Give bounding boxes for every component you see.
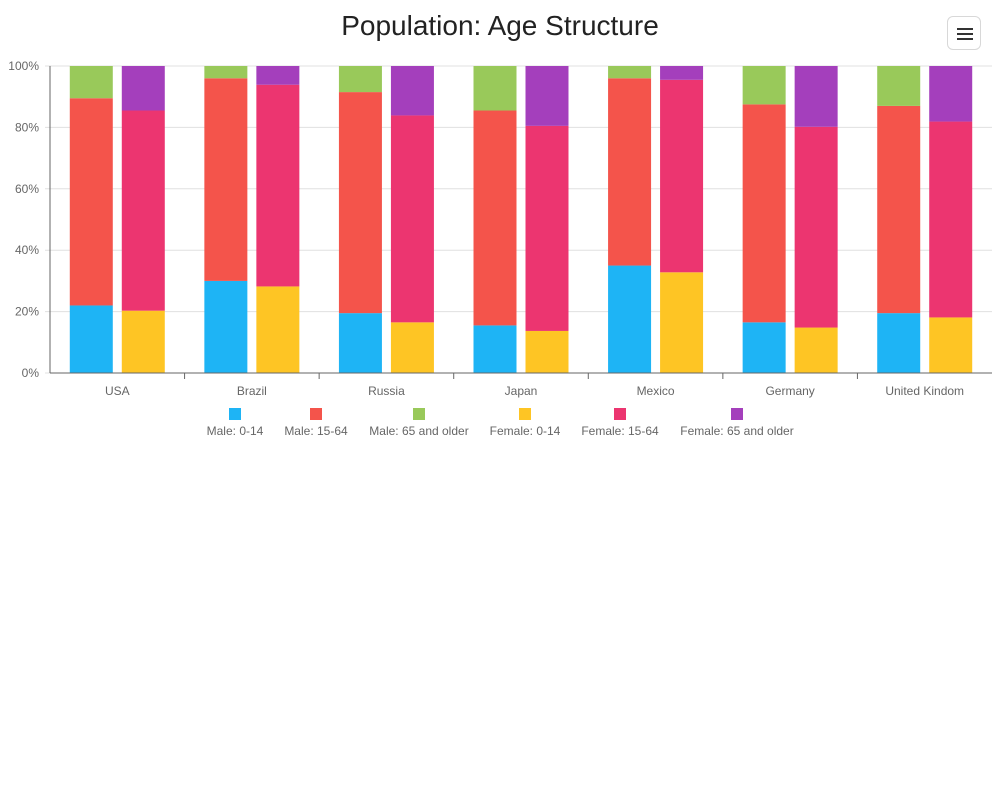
bar-segment: [877, 313, 921, 373]
x-tick-label: Germany: [765, 384, 814, 398]
bar-segment: [877, 105, 921, 314]
bar-segment: [338, 66, 382, 93]
bar-segment: [69, 66, 113, 99]
x-tick-label: Japan: [505, 384, 538, 398]
legend-swatch: [519, 408, 531, 420]
bar-segment: [390, 66, 434, 116]
bar-segment: [473, 325, 517, 373]
bar-segment: [660, 66, 704, 80]
y-tick-label: 40%: [15, 243, 39, 257]
bar-segment: [525, 125, 569, 331]
bar-segment: [877, 66, 921, 106]
bar-segment: [338, 313, 382, 373]
bar-segment: [742, 322, 786, 373]
legend-swatch: [413, 408, 425, 420]
bar-segment: [69, 98, 113, 306]
bar-segment: [608, 265, 652, 373]
legend-label: Female: 0-14: [490, 424, 561, 438]
bar-segment: [794, 327, 838, 373]
bar-segment: [525, 330, 569, 373]
bar-segment: [929, 66, 973, 122]
x-tick-label: USA: [105, 384, 130, 398]
bar-segment: [121, 310, 165, 373]
x-tick-label: Mexico: [637, 384, 675, 398]
bar-segment: [256, 84, 300, 287]
bar-segment: [660, 79, 704, 273]
bar-segment: [69, 305, 113, 373]
bar-segment: [473, 66, 517, 111]
legend-label: Male: 65 and older: [369, 424, 468, 438]
y-tick-label: 0%: [22, 366, 40, 380]
bar-segment: [525, 66, 569, 126]
bar-segment: [121, 66, 165, 111]
x-tick-label: United Kindom: [885, 384, 964, 398]
bar-segment: [256, 66, 300, 85]
y-tick-label: 100%: [8, 59, 39, 73]
y-tick-label: 80%: [15, 120, 39, 134]
legend-swatch: [731, 408, 743, 420]
bar-segment: [794, 66, 838, 127]
bar-segment: [742, 104, 786, 323]
legend-label: Female: 15-64: [581, 424, 659, 438]
y-tick-label: 20%: [15, 305, 39, 319]
legend-label: Female: 65 and older: [680, 424, 793, 438]
legend-label: Male: 0-14: [207, 424, 264, 438]
bar-segment: [473, 110, 517, 326]
hamburger-menu-icon-line: [957, 33, 973, 35]
bar-segment: [390, 115, 434, 323]
legend-swatch: [310, 408, 322, 420]
x-tick-label: Brazil: [237, 384, 267, 398]
bar-segment: [608, 66, 652, 79]
legend-label: Male: 15-64: [284, 424, 348, 438]
bar-segment: [929, 121, 973, 318]
bar-segment: [204, 78, 248, 281]
bar-segment: [121, 110, 165, 311]
x-tick-label: Russia: [368, 384, 405, 398]
bar-segment: [204, 66, 248, 79]
bar-segment: [390, 322, 434, 373]
chart-title: Population: Age Structure: [341, 10, 659, 41]
bar-segment: [742, 66, 786, 105]
legend-swatch: [614, 408, 626, 420]
bar-segment: [794, 126, 838, 328]
y-tick-label: 60%: [15, 182, 39, 196]
hamburger-menu-icon-line: [957, 38, 973, 40]
bar-segment: [256, 286, 300, 373]
legend-swatch: [229, 408, 241, 420]
hamburger-menu-icon: [957, 28, 973, 30]
bar-segment: [929, 317, 973, 373]
bar-segment: [204, 280, 248, 373]
bar-segment: [660, 272, 704, 373]
chart-menu-button[interactable]: [947, 16, 981, 50]
bar-segment: [608, 78, 652, 266]
bar-segment: [338, 92, 382, 314]
